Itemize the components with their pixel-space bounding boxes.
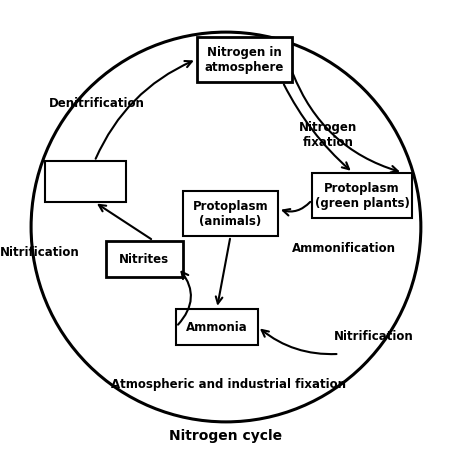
Text: Ammonification: Ammonification: [292, 241, 396, 254]
Text: Atmospheric and industrial fixation: Atmospheric and industrial fixation: [111, 377, 346, 390]
Text: Protoplasm
(green plants): Protoplasm (green plants): [315, 182, 410, 210]
Text: Nitrification: Nitrification: [333, 329, 413, 343]
Text: Nitrogen cycle: Nitrogen cycle: [169, 429, 283, 443]
Text: Nitrogen
fixation: Nitrogen fixation: [299, 121, 357, 149]
FancyBboxPatch shape: [312, 173, 412, 218]
FancyBboxPatch shape: [45, 162, 126, 202]
FancyBboxPatch shape: [197, 38, 292, 83]
FancyBboxPatch shape: [106, 241, 183, 277]
Text: Denitrification: Denitrification: [49, 96, 145, 110]
Text: Nitrogen in
atmosphere: Nitrogen in atmosphere: [204, 46, 284, 74]
FancyBboxPatch shape: [183, 191, 278, 237]
Text: Ammonia: Ammonia: [186, 320, 248, 334]
Text: Nitrification: Nitrification: [0, 246, 80, 259]
Text: Protoplasm
(animals): Protoplasm (animals): [193, 200, 268, 228]
FancyBboxPatch shape: [176, 309, 258, 345]
Text: Nitrites: Nitrites: [119, 253, 170, 266]
